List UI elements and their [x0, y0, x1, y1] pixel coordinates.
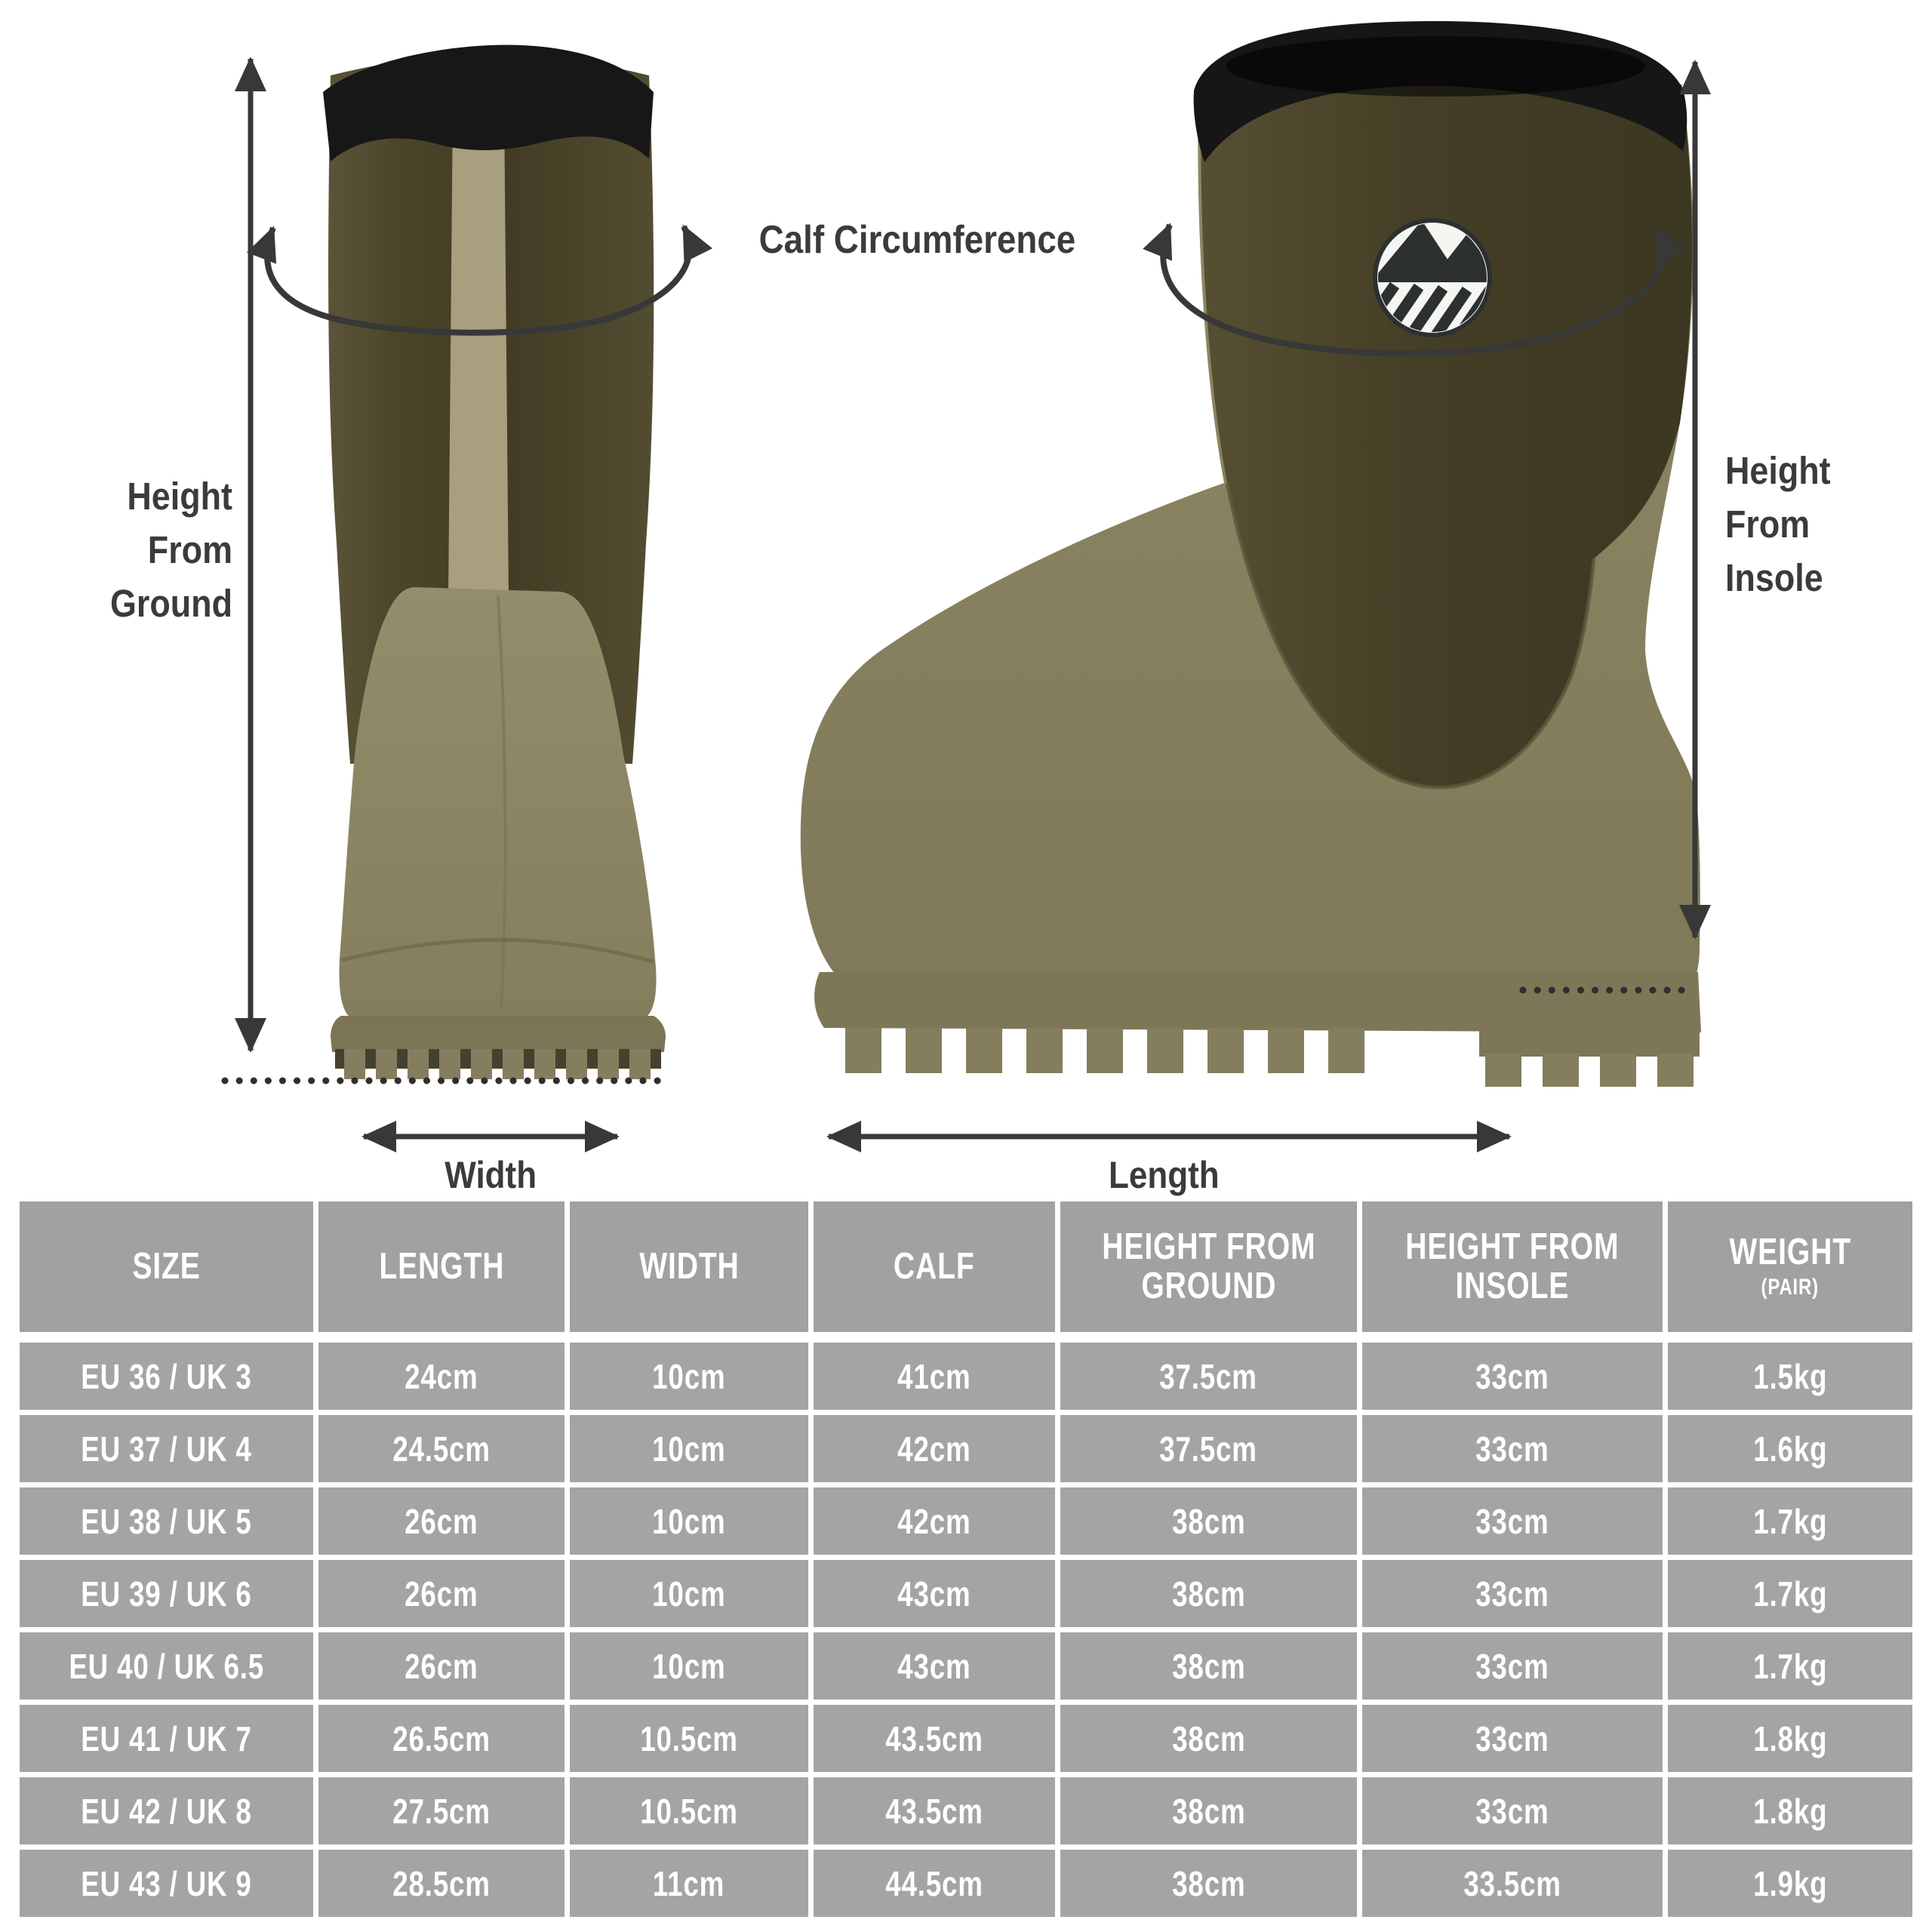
- table-cell: 1.9kg: [1668, 1850, 1912, 1917]
- table-cell: 37.5cm: [1060, 1415, 1357, 1482]
- table-cell: 26cm: [318, 1632, 565, 1700]
- table-cell: 27.5cm: [318, 1777, 565, 1844]
- boot-side-opening: [1226, 36, 1645, 97]
- column-header-size: SIZE: [20, 1201, 313, 1332]
- table-cell: 1.5kg: [1668, 1343, 1912, 1410]
- table-cell: 24cm: [318, 1343, 565, 1410]
- column-header-length: LENGTH: [318, 1201, 565, 1332]
- size-table-header: SIZE LENGTH WIDTH CALF HEIGHT FROM GROUN…: [20, 1201, 1912, 1332]
- table-cell: 44.5cm: [814, 1850, 1055, 1917]
- table-cell: 10cm: [570, 1487, 808, 1555]
- table-cell: 33cm: [1362, 1343, 1663, 1410]
- height-from-insole-label: Height From Insole: [1725, 449, 1831, 599]
- table-cell: 42cm: [814, 1487, 1055, 1555]
- table-cell: 10.5cm: [570, 1777, 808, 1844]
- weight-pair-subheader: (PAIR): [1761, 1275, 1820, 1300]
- table-cell: 10cm: [570, 1343, 808, 1410]
- table-cell: 11cm: [570, 1850, 808, 1917]
- height-from-ground-label: Height From Ground: [109, 475, 232, 625]
- boot-front-vamp-seam: [497, 595, 507, 1012]
- table-cell: 28.5cm: [318, 1850, 565, 1917]
- table-cell: 26cm: [318, 1560, 565, 1627]
- size-table-body: EU 36 / UK 3 24cm 10cm 41cm 37.5cm 33cm …: [20, 1343, 1912, 1917]
- boot-side-overlay-seam: [1225, 482, 1596, 789]
- table-cell: 10cm: [570, 1560, 808, 1627]
- table-cell: 38cm: [1060, 1560, 1357, 1627]
- table-cell: 38cm: [1060, 1850, 1357, 1917]
- size-table: SIZE LENGTH WIDTH CALF HEIGHT FROM GROUN…: [20, 1201, 1912, 1917]
- table-cell: EU 39 / UK 6: [20, 1560, 313, 1627]
- table-cell: 33cm: [1362, 1415, 1663, 1482]
- table-cell: 33cm: [1362, 1777, 1663, 1844]
- table-cell: EU 37 / UK 4: [20, 1415, 313, 1482]
- table-cell: 1.8kg: [1668, 1705, 1912, 1772]
- height-from-ground-arrow-icon: [221, 57, 662, 1084]
- table-cell: 10cm: [570, 1632, 808, 1700]
- column-header-weight: WEIGHT (PAIR): [1668, 1201, 1912, 1332]
- table-cell: 33.5cm: [1362, 1850, 1663, 1917]
- boot-front-trim: [323, 45, 654, 162]
- table-cell: 43cm: [814, 1560, 1055, 1627]
- table-cell: 10cm: [570, 1415, 808, 1482]
- table-cell: 38cm: [1060, 1705, 1357, 1772]
- table-cell: EU 38 / UK 5: [20, 1487, 313, 1555]
- table-cell: 42cm: [814, 1415, 1055, 1482]
- table-cell: 37.5cm: [1060, 1343, 1357, 1410]
- table-cell: 1.7kg: [1668, 1560, 1912, 1627]
- boot-front-view: [323, 45, 666, 1079]
- calf-circumference-label: Calf Circumference: [758, 218, 1075, 262]
- table-cell: EU 42 / UK 8: [20, 1777, 313, 1844]
- column-header-height-from-ground: HEIGHT FROM GROUND: [1060, 1201, 1357, 1332]
- width-label: Width: [445, 1154, 537, 1196]
- boot-side-tread-lugs: [845, 1028, 1694, 1087]
- table-cell: EU 41 / UK 7: [20, 1705, 313, 1772]
- table-cell: EU 43 / UK 9: [20, 1850, 313, 1917]
- height-from-insole-arrow-icon: [1519, 60, 1711, 994]
- table-cell: 38cm: [1060, 1777, 1357, 1844]
- boot-front-bumper-seam: [340, 937, 654, 964]
- table-cell: 33cm: [1362, 1632, 1663, 1700]
- table-cell: 33cm: [1362, 1705, 1663, 1772]
- table-cell: 33cm: [1362, 1560, 1663, 1627]
- table-cell: EU 40 / UK 6.5: [20, 1632, 313, 1700]
- column-header-width: WIDTH: [570, 1201, 808, 1332]
- table-cell: 38cm: [1060, 1487, 1357, 1555]
- boot-front-rubber-foot: [339, 587, 657, 1016]
- length-label: Length: [1108, 1154, 1220, 1196]
- boot-front-tread-lugs: [344, 1049, 651, 1079]
- table-cell: 41cm: [814, 1343, 1055, 1410]
- table-cell: 1.7kg: [1668, 1632, 1912, 1700]
- table-cell: 10.5cm: [570, 1705, 808, 1772]
- table-cell: 43.5cm: [814, 1777, 1055, 1844]
- boot-side-heel-block: [1479, 1028, 1700, 1057]
- table-cell: EU 36 / UK 3: [20, 1343, 313, 1410]
- table-cell: 1.6kg: [1668, 1415, 1912, 1482]
- table-cell: 1.7kg: [1668, 1487, 1912, 1555]
- table-cell: 24.5cm: [318, 1415, 565, 1482]
- calf-circumference-arrow-icon: [246, 223, 1686, 357]
- column-header-calf: CALF: [814, 1201, 1055, 1332]
- table-cell: 43cm: [814, 1632, 1055, 1700]
- boot-front-sole: [331, 1016, 666, 1052]
- boot-diagram: [221, 21, 1711, 1152]
- table-cell: 38cm: [1060, 1632, 1357, 1700]
- boot-side-sole: [814, 972, 1701, 1032]
- table-cell: 33cm: [1362, 1487, 1663, 1555]
- table-cell: 1.8kg: [1668, 1777, 1912, 1844]
- boot-side-view: [800, 21, 1701, 1087]
- table-cell: 26.5cm: [318, 1705, 565, 1772]
- table-cell: 26cm: [318, 1487, 565, 1555]
- column-header-height-from-insole: HEIGHT FROM INSOLE: [1362, 1201, 1663, 1332]
- table-cell: 43.5cm: [814, 1705, 1055, 1772]
